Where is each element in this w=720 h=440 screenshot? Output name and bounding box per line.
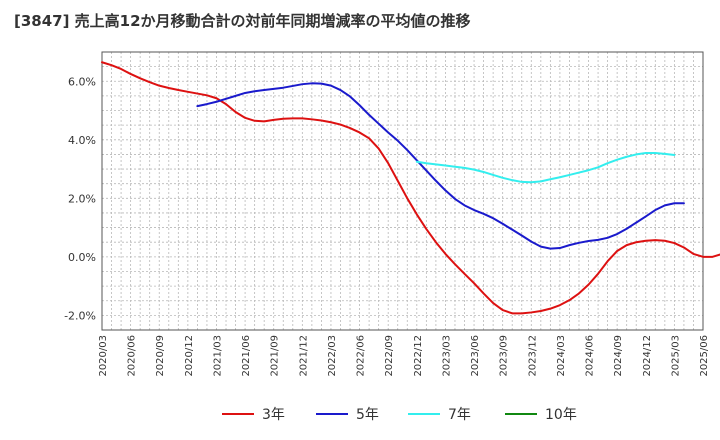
x-tick-label: 2020/06 — [127, 335, 138, 377]
x-tick-label: 2023/03 — [441, 335, 452, 377]
x-tick-label: 2020/09 — [155, 335, 166, 377]
x-tick-label: 2024/03 — [556, 335, 567, 377]
x-tick-label: 2025/03 — [670, 335, 681, 377]
legend-label: 7年 — [448, 407, 471, 423]
chart-title: [3847] 売上高12か月移動合計の対前年同期増減率の平均値の推移 — [14, 12, 471, 30]
x-tick-label: 2020/03 — [98, 335, 109, 377]
x-axis-tick-labels: 2020/03 2020/06 2020/09 2020/12 2021/03 2021/… — [98, 335, 710, 377]
x-tick-label: 2024/09 — [613, 335, 624, 377]
legend-label: 10年 — [545, 407, 577, 423]
x-tick-label: 2021/12 — [298, 335, 309, 377]
series-line-3 — [415, 151, 676, 184]
x-tick-label: 2022/12 — [413, 335, 424, 377]
x-tick-label: 2022/09 — [384, 335, 395, 377]
plot-area-frame — [101, 51, 704, 331]
x-tick-label: 2021/06 — [241, 335, 252, 377]
x-tick-label: 2024/06 — [585, 335, 596, 377]
legend-label: 3年 — [262, 407, 285, 423]
x-tick-label: 2021/09 — [270, 335, 281, 377]
x-tick-label: 2025/06 — [699, 335, 710, 377]
y-tick-label: 2.0% — [68, 192, 96, 205]
y-tick-label: 4.0% — [68, 134, 96, 147]
x-tick-label: 2023/12 — [527, 335, 538, 377]
y-tick-label: -2.0% — [64, 309, 96, 322]
grid-lines — [102, 52, 703, 330]
x-tick-label: 2022/06 — [356, 335, 367, 377]
series-lines — [101, 61, 720, 315]
series-line-1 — [101, 61, 720, 315]
y-tick-label: 0.0% — [68, 251, 96, 264]
x-tick-label: 2020/12 — [184, 335, 195, 377]
series-line-2 — [196, 82, 685, 250]
y-axis-tick-labels: -2.0% 0.0% 2.0% 4.0% 6.0% — [64, 75, 96, 322]
x-tick-label: 2023/06 — [470, 335, 481, 377]
y-tick-label: 6.0% — [68, 75, 96, 88]
legend-label: 5年 — [356, 407, 379, 423]
x-tick-label: 2021/03 — [212, 335, 223, 377]
x-tick-label: 2024/12 — [642, 335, 653, 377]
legend: 3年 5年 7年 10年 — [222, 407, 577, 423]
x-tick-label: 2023/09 — [499, 335, 510, 377]
x-tick-label: 2022/03 — [327, 335, 338, 377]
